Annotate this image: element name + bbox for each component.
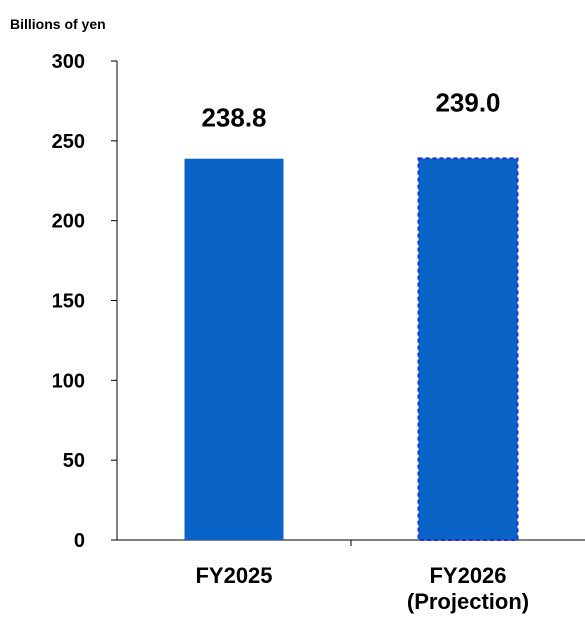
- bar-2: [417, 157, 519, 541]
- bar-value-label: 239.0: [435, 87, 500, 117]
- y-tick-label: 300: [52, 51, 85, 73]
- x-tick-label: FY2025: [195, 563, 272, 588]
- y-tick-label: 200: [52, 211, 85, 233]
- bar-1: [184, 158, 284, 540]
- x-tick-label: (Projection): [407, 589, 529, 614]
- y-tick-label: 100: [52, 370, 85, 392]
- y-tick-label: 0: [74, 530, 85, 552]
- y-tick-label: 150: [52, 291, 85, 313]
- y-tick-label: 50: [63, 450, 85, 472]
- y-tick-label: 250: [52, 131, 85, 153]
- x-tick-label: FY2026: [429, 563, 506, 588]
- bar-value-label: 238.8: [201, 103, 266, 133]
- y-axis-unit-label: Billions of yen: [10, 16, 106, 32]
